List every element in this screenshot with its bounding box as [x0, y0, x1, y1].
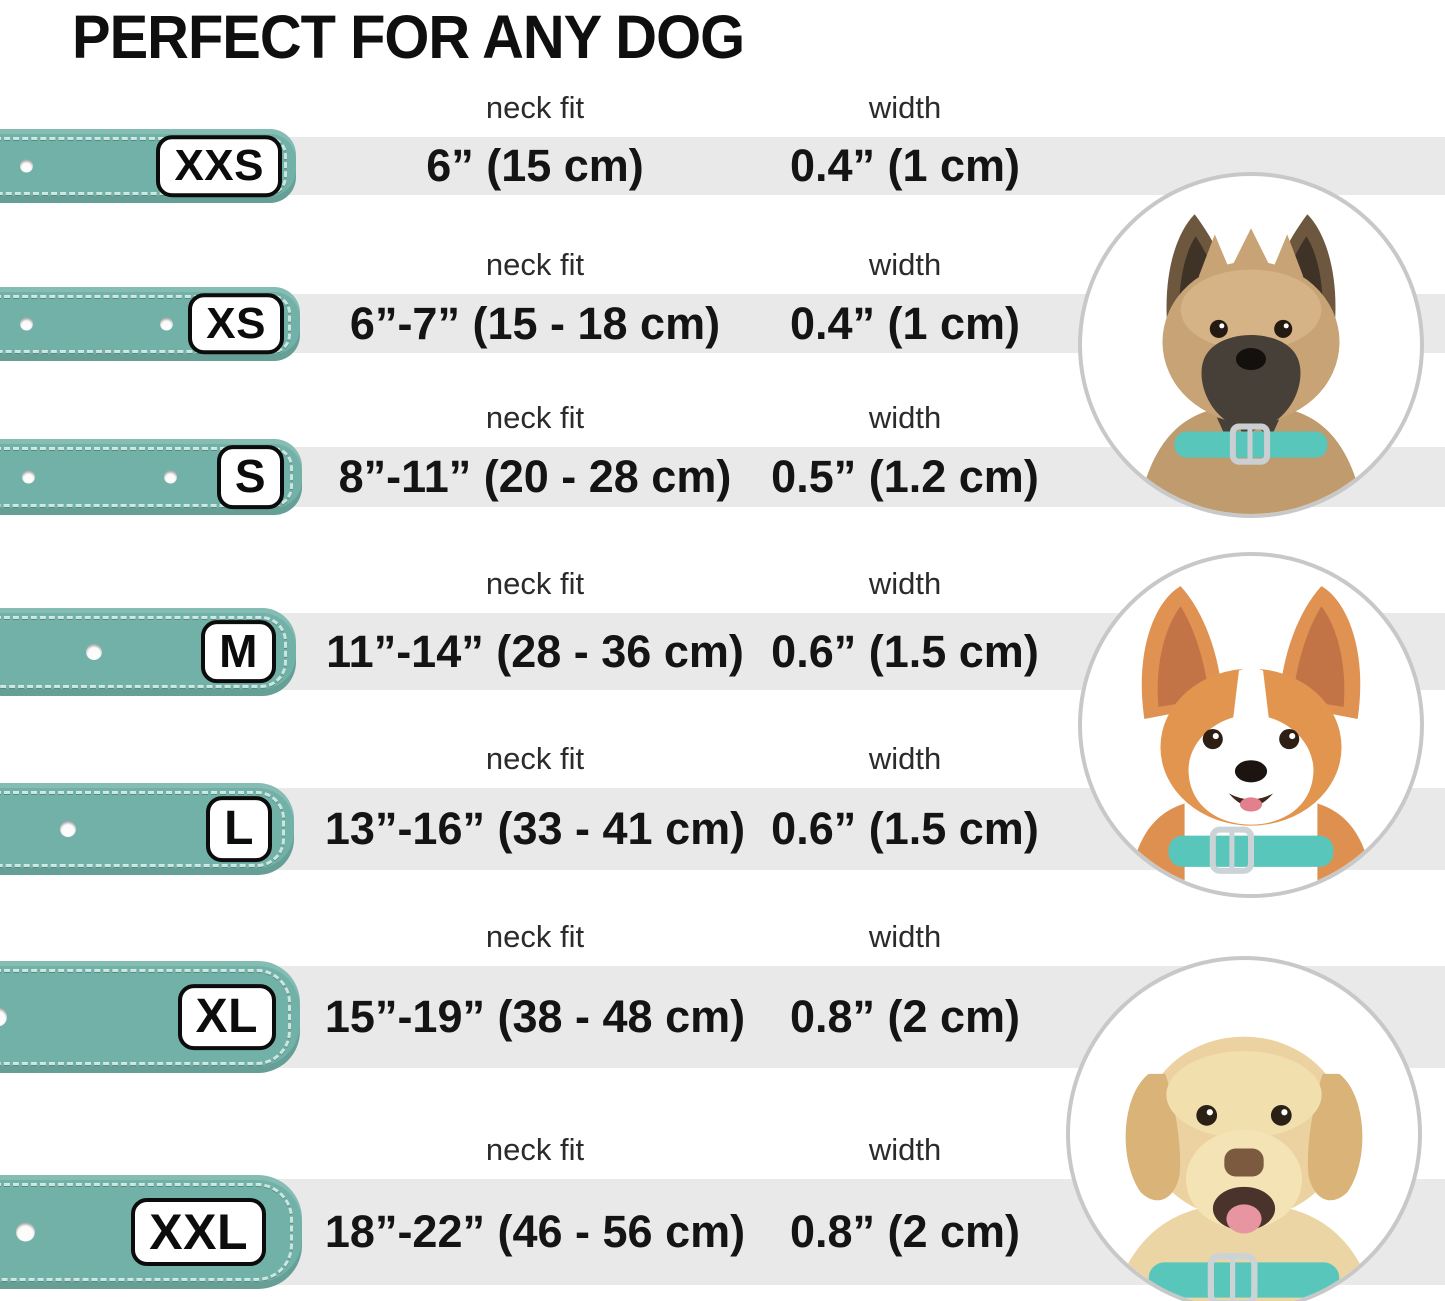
neck-fit-value: 13”-16” (33 - 41 cm) — [324, 803, 746, 854]
width-label: width — [868, 741, 942, 776]
width-value: 0.6” (1.5 cm) — [771, 803, 1039, 854]
collar-hole — [86, 643, 102, 660]
width-label: width — [868, 400, 942, 435]
collar-strap-xxs: XXS — [0, 129, 296, 203]
collar-strap-m: M — [0, 607, 296, 696]
neck-fit-value: 6” (15 cm) — [426, 140, 644, 191]
width-label: width — [868, 566, 942, 601]
width-value: 0.4” (1 cm) — [789, 297, 1021, 349]
neck-fit-label: neck fit — [485, 919, 585, 954]
collar-strap-xs: XS — [0, 286, 300, 361]
neck-fit-label: neck fit — [485, 566, 585, 601]
collar-hole — [160, 317, 173, 330]
neck-fit-label: neck fit — [485, 741, 585, 776]
collar-strap-xxl: XXL — [0, 1175, 302, 1289]
width-value: 0.4” (1 cm) — [789, 140, 1021, 191]
size-badge-xxl: XXL — [131, 1198, 266, 1266]
dog-photo-terrier — [1078, 172, 1424, 518]
collar-strap-xl: XL — [0, 961, 300, 1073]
collar-hole — [20, 317, 33, 330]
neck-fit-label: neck fit — [485, 247, 585, 282]
dog-photo-labrador — [1066, 956, 1422, 1301]
size-badge-m: M — [201, 619, 276, 684]
width-value: 0.8” (2 cm) — [789, 991, 1021, 1042]
collar-hole — [22, 470, 35, 484]
width-value: 0.6” (1.5 cm) — [771, 625, 1039, 677]
neck-fit-label: neck fit — [485, 1132, 585, 1167]
neck-fit-value: 15”-19” (38 - 48 cm) — [324, 991, 746, 1042]
neck-fit-value: 6”-7” (15 - 18 cm) — [349, 297, 721, 349]
collar-hole — [164, 470, 177, 484]
width-label: width — [868, 919, 942, 954]
width-label: width — [868, 247, 942, 282]
collar-hole — [0, 1007, 7, 1027]
size-badge-xxs: XXS — [156, 135, 282, 197]
neck-fit-value: 11”-14” (28 - 36 cm) — [326, 625, 744, 677]
page-title: PERFECT FOR ANY DOG — [72, 3, 745, 72]
width-value: 0.5” (1.2 cm) — [771, 451, 1039, 502]
neck-fit-label: neck fit — [485, 400, 585, 435]
size-badge-l: L — [206, 796, 272, 862]
collar-hole — [20, 159, 33, 173]
neck-fit-value: 18”-22” (46 - 56 cm) — [324, 1206, 746, 1257]
size-badge-s: S — [216, 445, 284, 509]
width-value: 0.8” (2 cm) — [789, 1206, 1021, 1257]
corgi-illustration — [1127, 586, 1375, 894]
size-badge-xl: XL — [177, 984, 276, 1050]
neck-fit-label: neck fit — [485, 90, 585, 125]
collar-strap-l: L — [0, 783, 294, 875]
terrier-illustration — [1137, 214, 1365, 514]
collar-hole — [60, 821, 76, 837]
collar-strap-s: S — [0, 439, 302, 515]
labrador-illustration — [1113, 1036, 1375, 1301]
width-label: width — [868, 90, 942, 125]
dog-photo-corgi — [1078, 552, 1424, 898]
width-label: width — [868, 1132, 942, 1167]
size-badge-xs: XS — [188, 292, 284, 355]
neck-fit-value: 8”-11” (20 - 28 cm) — [338, 451, 732, 502]
collar-hole — [16, 1222, 35, 1242]
